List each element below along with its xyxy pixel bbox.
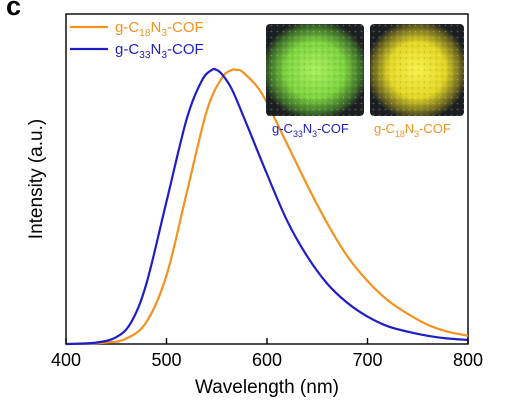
panel-label: c [6, 0, 22, 21]
x-axis-ticks: 400 500 600 700 800 [51, 338, 483, 370]
inset-label-c33: g-C33N3-COF [272, 121, 349, 139]
series-line-c33 [65, 67, 469, 346]
legend-label-c33: g-C33N3-COF [115, 41, 204, 61]
x-tick-label: 600 [252, 350, 282, 370]
y-axis-label: Intensity (a.u.) [26, 119, 47, 239]
inset-label-c18: g-C18N3-COF [374, 121, 451, 139]
x-tick-label: 800 [453, 350, 483, 370]
x-tick-label: 400 [51, 350, 81, 370]
legend: g-C18N3-COF g-C33N3-COF [70, 19, 204, 61]
x-tick-label: 700 [352, 350, 382, 370]
inset-photo-c33 [266, 24, 364, 116]
series-layer [65, 67, 469, 346]
inset-photo-c18 [370, 24, 464, 116]
x-tick-label: 500 [151, 350, 181, 370]
series-line-c18 [65, 68, 469, 346]
x-axis-label: Wavelength (nm) [195, 377, 339, 398]
legend-label-c18: g-C18N3-COF [115, 19, 204, 39]
